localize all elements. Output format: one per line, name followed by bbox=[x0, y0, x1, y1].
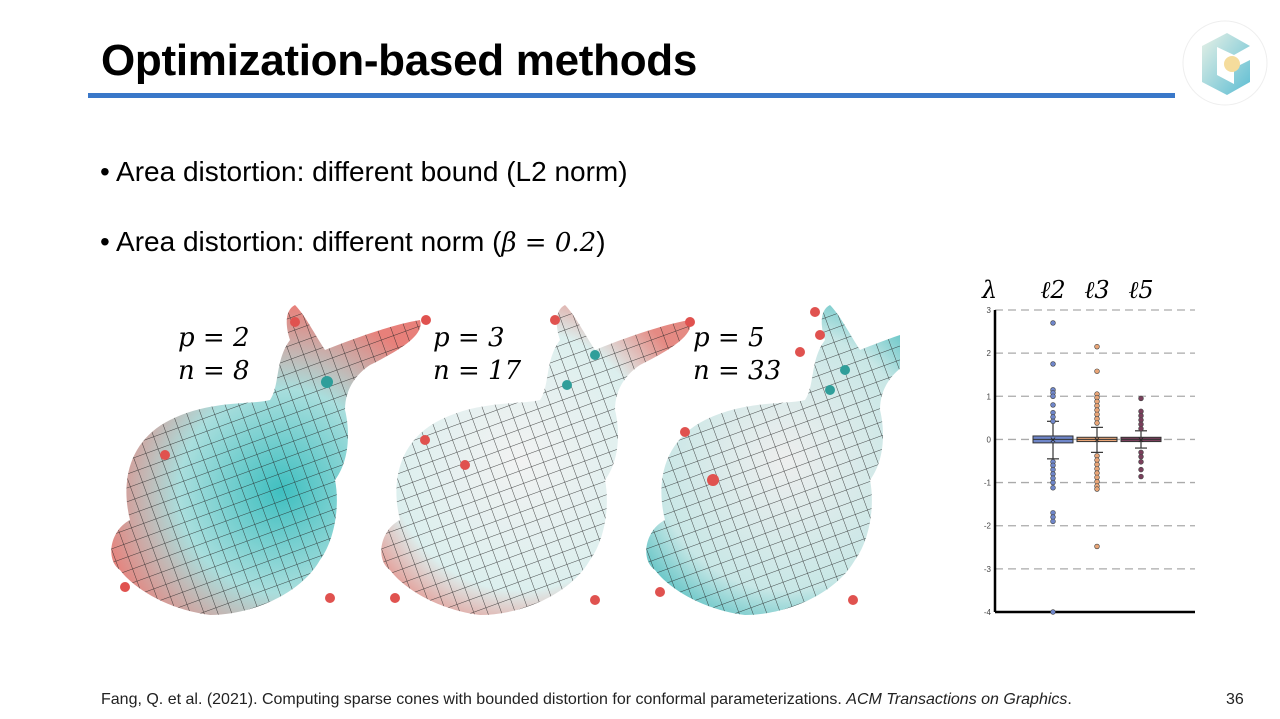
outlier-point bbox=[1094, 543, 1100, 550]
outlier-point bbox=[1094, 343, 1100, 350]
outlier-point bbox=[1050, 518, 1056, 525]
outlier-point bbox=[1138, 453, 1144, 460]
outlier-point bbox=[1094, 486, 1100, 492]
logo-icon bbox=[1182, 20, 1268, 106]
box-plot: 3 2 1 0 -1 -2 -3 -4 λ ℓ2 × ℓ3 × ℓ5 × bbox=[981, 276, 1195, 617]
series-label: ℓ5 bbox=[1128, 276, 1153, 304]
beta-formula: β = 0.2 bbox=[501, 228, 597, 258]
y-tick-label: -4 bbox=[984, 608, 992, 617]
outlier-point bbox=[1138, 473, 1144, 480]
mean-marker: × bbox=[1050, 434, 1056, 446]
outlier-point bbox=[1050, 485, 1056, 491]
y-tick-label: -1 bbox=[984, 479, 992, 488]
outlier-point bbox=[1138, 459, 1144, 465]
bullet-2-text: • Area distortion: different norm ( bbox=[100, 226, 502, 257]
n-value: n = 17 bbox=[433, 356, 522, 386]
citation: Fang, Q. et al. (2021). Computing sparse… bbox=[101, 691, 1072, 709]
bullet-2-suffix: ) bbox=[596, 226, 606, 257]
y-tick-label: -3 bbox=[984, 565, 992, 574]
p-value: p = 3 bbox=[433, 323, 505, 353]
bunny-p2 bbox=[111, 305, 431, 615]
outlier-point bbox=[1050, 418, 1056, 425]
y-axis-label: λ bbox=[981, 276, 997, 304]
outlier-point bbox=[1094, 420, 1100, 426]
outlier-point bbox=[1138, 466, 1144, 473]
series-label: ℓ3 bbox=[1084, 276, 1109, 304]
mean-marker: × bbox=[1094, 434, 1100, 446]
outlier-point bbox=[1050, 479, 1056, 486]
n-value: n = 33 bbox=[693, 356, 782, 386]
outlier-point bbox=[1138, 425, 1144, 432]
p-value: p = 2 bbox=[178, 323, 250, 353]
bullet-1: • Area distortion: different bound (L2 n… bbox=[100, 156, 628, 187]
outlier-point bbox=[1050, 393, 1056, 399]
n-value: n = 8 bbox=[178, 356, 250, 386]
citation-end: . bbox=[1067, 691, 1072, 708]
outlier-point bbox=[1050, 609, 1056, 615]
y-tick-label: -2 bbox=[984, 522, 992, 531]
outlier-point bbox=[1050, 320, 1056, 326]
bunny-figures bbox=[111, 305, 900, 615]
page-number: 36 bbox=[1226, 691, 1244, 708]
title-underline bbox=[88, 93, 1175, 98]
outlier-point bbox=[1138, 395, 1144, 402]
outlier-point bbox=[1050, 361, 1056, 367]
cone-point bbox=[290, 317, 300, 327]
y-tick-label: 2 bbox=[987, 349, 992, 358]
p-value: p = 5 bbox=[693, 323, 765, 353]
bunny-p5 bbox=[646, 305, 900, 615]
y-tick-label: 3 bbox=[987, 306, 992, 315]
series-label: ℓ2 bbox=[1040, 276, 1065, 304]
y-tick-label: 0 bbox=[987, 435, 992, 444]
bunny-p3 bbox=[381, 305, 695, 615]
outlier-point bbox=[1094, 368, 1100, 374]
bullet-2: • Area distortion: different norm (β = 0… bbox=[100, 226, 606, 258]
citation-journal: ACM Transactions on Graphics bbox=[846, 691, 1068, 708]
outlier-point bbox=[1050, 402, 1056, 408]
citation-text: Fang, Q. et al. (2021). Computing sparse… bbox=[101, 691, 847, 708]
y-tick-label: 1 bbox=[987, 392, 992, 401]
slide-title: Optimization-based methods bbox=[101, 36, 698, 85]
mean-marker: × bbox=[1138, 434, 1144, 446]
